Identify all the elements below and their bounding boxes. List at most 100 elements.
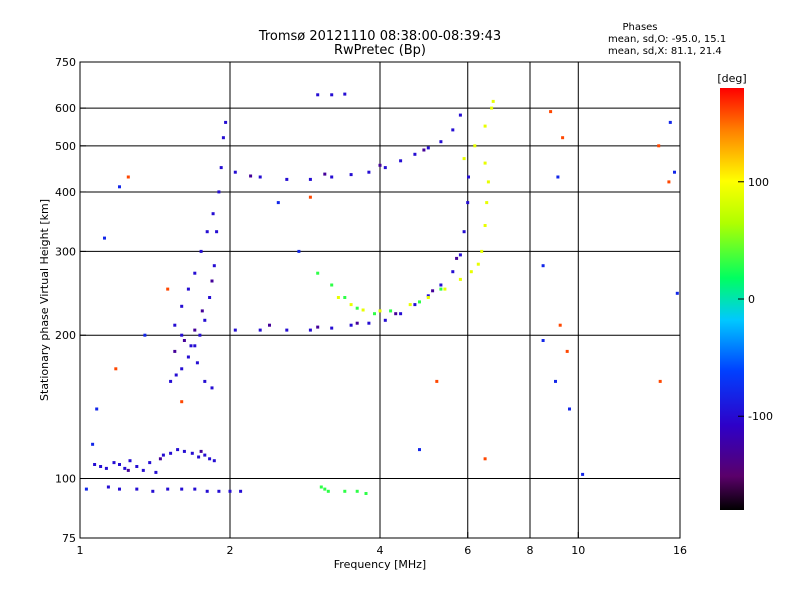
- data-point: [361, 308, 365, 312]
- data-point: [323, 172, 327, 176]
- data-point: [193, 328, 197, 332]
- data-points: [84, 92, 679, 495]
- data-point: [166, 287, 170, 291]
- data-point: [180, 304, 184, 308]
- data-point: [378, 309, 382, 313]
- data-point: [480, 249, 484, 253]
- data-point: [451, 128, 455, 132]
- data-point: [316, 93, 320, 97]
- y-tick-label: 200: [55, 329, 76, 342]
- data-point: [182, 339, 186, 342]
- data-point: [169, 451, 173, 455]
- data-point: [316, 271, 320, 275]
- colorbar-tick-label: 0: [748, 293, 755, 306]
- phase-stats-o: mean, sd,O: -95.0, 15.1: [608, 34, 726, 45]
- data-point: [126, 175, 130, 179]
- data-point: [473, 144, 477, 148]
- data-point: [173, 349, 177, 353]
- chart-subtitle: RwPretec (Bp): [334, 43, 426, 58]
- data-point: [239, 489, 243, 493]
- data-point: [93, 463, 97, 466]
- data-point: [458, 277, 462, 281]
- y-tick-label: 600: [55, 102, 76, 115]
- y-tick-label: 75: [62, 532, 76, 545]
- data-point: [190, 451, 194, 455]
- data-point: [657, 144, 661, 148]
- data-point: [439, 283, 443, 287]
- data-point: [426, 296, 430, 299]
- data-point: [467, 175, 470, 179]
- data-point: [276, 201, 280, 205]
- data-point: [215, 230, 219, 234]
- data-point: [249, 174, 253, 178]
- data-point: [205, 230, 209, 234]
- data-point: [114, 367, 118, 371]
- data-point: [212, 459, 216, 463]
- data-point: [323, 487, 327, 491]
- data-point: [541, 264, 545, 268]
- y-axis-label: Stationary phase Virtual Height [km]: [38, 199, 51, 401]
- data-point: [208, 457, 212, 461]
- data-point: [541, 339, 545, 342]
- data-point: [166, 487, 170, 491]
- data-point: [135, 465, 139, 468]
- data-point: [203, 318, 207, 322]
- data-point: [330, 175, 334, 179]
- data-point: [439, 140, 443, 144]
- data-point: [364, 492, 368, 495]
- phase-stats-x: mean, sd,X: 81.1, 21.4: [608, 46, 722, 57]
- data-point: [182, 449, 186, 453]
- data-point: [208, 296, 212, 299]
- data-point: [199, 449, 203, 453]
- data-point: [285, 177, 289, 181]
- data-point: [413, 303, 417, 307]
- data-point: [668, 120, 672, 124]
- data-point: [343, 296, 347, 299]
- data-point: [219, 166, 223, 170]
- data-point: [118, 463, 121, 466]
- data-point: [675, 291, 679, 295]
- y-tick-label: 100: [55, 473, 76, 486]
- data-point: [180, 487, 184, 491]
- data-point: [199, 249, 203, 253]
- data-point: [195, 361, 199, 365]
- data-point: [200, 309, 204, 313]
- data-point: [330, 283, 334, 287]
- data-point: [224, 120, 228, 124]
- y-tick-label: 500: [55, 140, 76, 153]
- data-point: [451, 270, 455, 274]
- x-tick-label: 2: [227, 544, 234, 557]
- data-point: [349, 323, 353, 327]
- data-point: [455, 256, 459, 260]
- data-point: [211, 212, 215, 216]
- data-point: [476, 262, 480, 266]
- data-point: [193, 487, 197, 491]
- x-axis-label: Frequency [MHz]: [334, 558, 426, 571]
- data-point: [443, 287, 447, 291]
- data-point: [383, 166, 387, 170]
- data-point: [343, 489, 347, 493]
- data-point: [355, 306, 359, 310]
- data-point: [483, 161, 487, 165]
- data-point: [399, 159, 403, 163]
- data-point: [212, 264, 216, 268]
- data-point: [95, 407, 99, 411]
- data-point: [673, 170, 676, 174]
- data-point: [667, 180, 671, 184]
- data-point: [106, 485, 110, 489]
- data-point: [161, 453, 165, 457]
- phase-stats-title: Phases: [622, 22, 657, 33]
- data-point: [203, 379, 207, 383]
- colorbar-ticks: 100 0 -100: [738, 176, 773, 423]
- data-point: [210, 279, 214, 283]
- x-tick-label: 6: [464, 544, 471, 557]
- data-point: [217, 489, 221, 493]
- data-point: [413, 152, 417, 156]
- data-point: [297, 249, 301, 253]
- colorbar-label: [deg]: [717, 72, 746, 85]
- data-point: [205, 489, 209, 493]
- data-point: [431, 289, 435, 293]
- data-point: [180, 333, 184, 337]
- data-point: [486, 180, 490, 184]
- data-point: [330, 326, 334, 330]
